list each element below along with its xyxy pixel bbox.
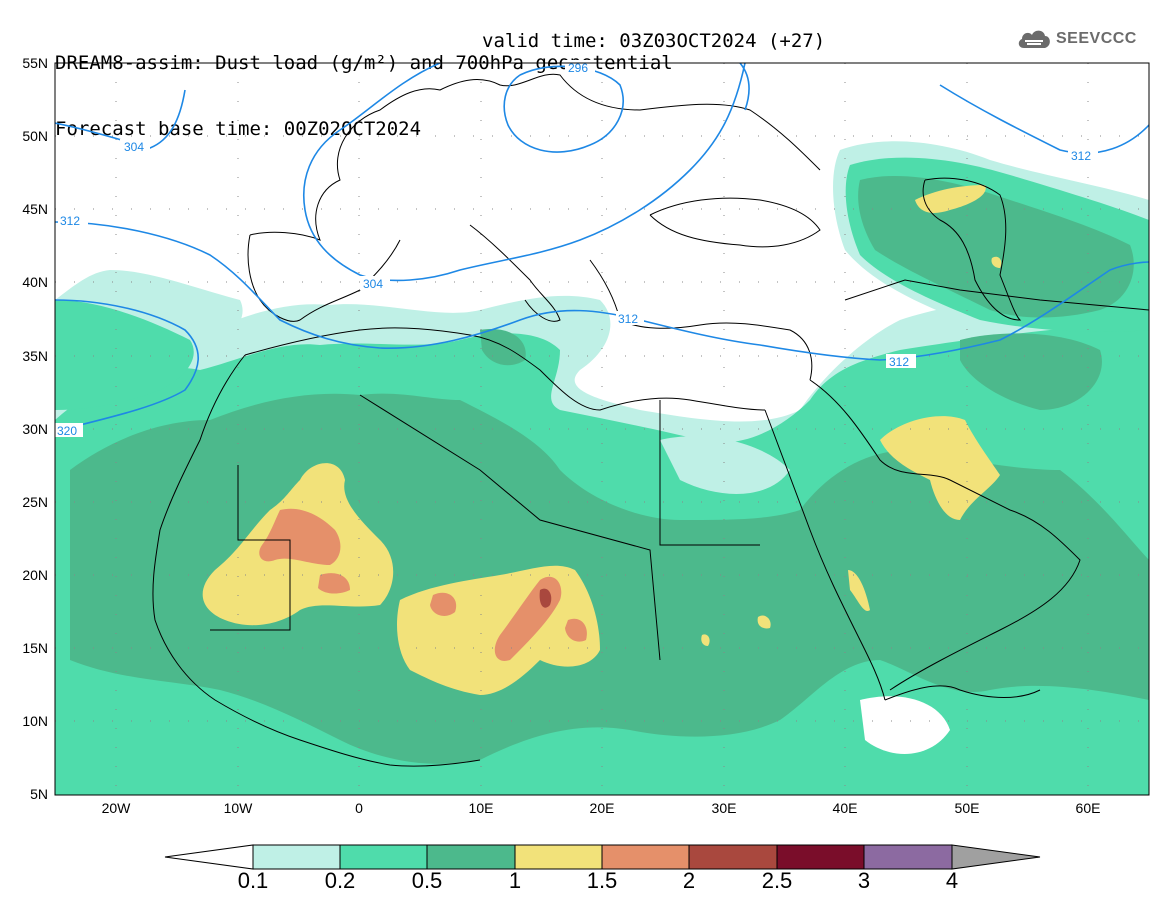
colorbar-segment-1	[339, 844, 428, 870]
coastline-iberia	[247, 234, 401, 322]
logo-text: SEEVCCC	[1056, 30, 1137, 47]
colorbar-lower-extension	[164, 844, 254, 870]
lat-label: 20N	[22, 567, 48, 583]
colorbar-label: 4	[945, 868, 959, 893]
coastline-arabia	[809, 379, 1081, 691]
contour-label-296: 296	[568, 61, 588, 75]
contour-labels: 296 304 312 304 312 320 312 312	[55, 60, 1098, 438]
colorbar-segment-2	[426, 844, 516, 870]
lat-label: 10N	[22, 713, 48, 729]
coastline-red-sea	[764, 409, 886, 701]
colorbar-segment-5	[688, 844, 778, 870]
coastline-italy	[469, 224, 561, 322]
dust-region-orange-sahara	[259, 508, 341, 565]
colorbar-label: 0.2	[324, 868, 356, 893]
colorbar-segment-3	[514, 844, 603, 870]
lat-label: 45N	[22, 201, 48, 217]
dust-region-medium-atlantic	[55, 300, 194, 410]
coastline-greece-turkey	[589, 259, 813, 381]
border-egypt	[659, 400, 760, 546]
colorbar-label: 0.5	[411, 868, 443, 893]
contour-label-312-west: 312	[60, 214, 80, 228]
colorbar-upper-extension	[951, 844, 1041, 870]
lon-label: 60E	[1075, 800, 1101, 816]
contour-label-304-main: 304	[363, 277, 383, 291]
lon-label: 0	[355, 800, 363, 816]
contour-label-312-east: 312	[1071, 149, 1091, 163]
lat-label: 15N	[22, 640, 48, 656]
colorbar-label: 1.5	[586, 868, 618, 893]
lat-label: 30N	[22, 421, 48, 437]
border-sahara-1	[210, 465, 291, 631]
lat-label: 55N	[22, 55, 48, 71]
border-sahara-2	[359, 394, 661, 661]
colorbar-segment-0	[252, 844, 341, 870]
lon-label: 50E	[954, 800, 980, 816]
colorbar-label: 0.1	[237, 868, 269, 893]
lat-label: 25N	[22, 494, 48, 510]
contour-304-main	[303, 63, 746, 282]
lon-label: 10W	[223, 800, 253, 816]
forecast-base-time: Forecast base time: 00Z02OCT2024	[55, 118, 422, 140]
colorbar-label: 2.5	[761, 868, 793, 893]
lat-label: 40N	[22, 274, 48, 290]
lon-label: 20E	[589, 800, 615, 816]
colorbar-label: 3	[857, 868, 871, 893]
colorbar	[164, 844, 1041, 870]
contour-312-east	[939, 84, 1149, 154]
dust-region-yellow-iraq	[880, 416, 1000, 520]
contour-label-304-west: 304	[124, 140, 144, 154]
colorbar-segment-7	[863, 844, 953, 870]
lat-label: 5N	[30, 786, 48, 802]
seevccc-logo: SEEVCCC	[1016, 26, 1137, 52]
contour-312-east-upper	[739, 63, 750, 111]
lon-label: 30E	[711, 800, 737, 816]
coastlines	[152, 73, 1149, 767]
coastline-north-africa	[244, 327, 766, 411]
coastline-europe	[249, 73, 821, 241]
dust-region-brown	[539, 588, 552, 608]
border-east	[844, 279, 1149, 311]
coastline-horn-africa	[884, 685, 1041, 701]
colorbar-label: 2	[682, 868, 696, 893]
lat-label: 50N	[22, 128, 48, 144]
lat-label: 35N	[22, 348, 48, 364]
lon-label: 40E	[832, 800, 858, 816]
cloud-logo-icon	[1018, 30, 1050, 48]
contour-label-312-arabia: 312	[889, 355, 909, 369]
colorbar-label: 1	[508, 868, 522, 893]
colorbar-segment-4	[601, 844, 690, 870]
contour-label-312-center: 312	[618, 312, 638, 326]
contour-label-320: 320	[57, 424, 77, 438]
coastline-black-sea	[649, 197, 821, 248]
coastline-caspian	[922, 177, 1022, 321]
lon-label: 10E	[468, 800, 494, 816]
lon-label: 20W	[101, 800, 131, 816]
colorbar-segment-6	[776, 844, 865, 870]
map-frame	[54, 62, 1150, 796]
dust-region-yellow-caspian	[915, 185, 986, 213]
valid-time: valid time: 03Z03OCT2024 (+27)	[482, 30, 826, 52]
dust-load-field	[55, 141, 1149, 795]
coastline-west-africa	[152, 354, 481, 767]
